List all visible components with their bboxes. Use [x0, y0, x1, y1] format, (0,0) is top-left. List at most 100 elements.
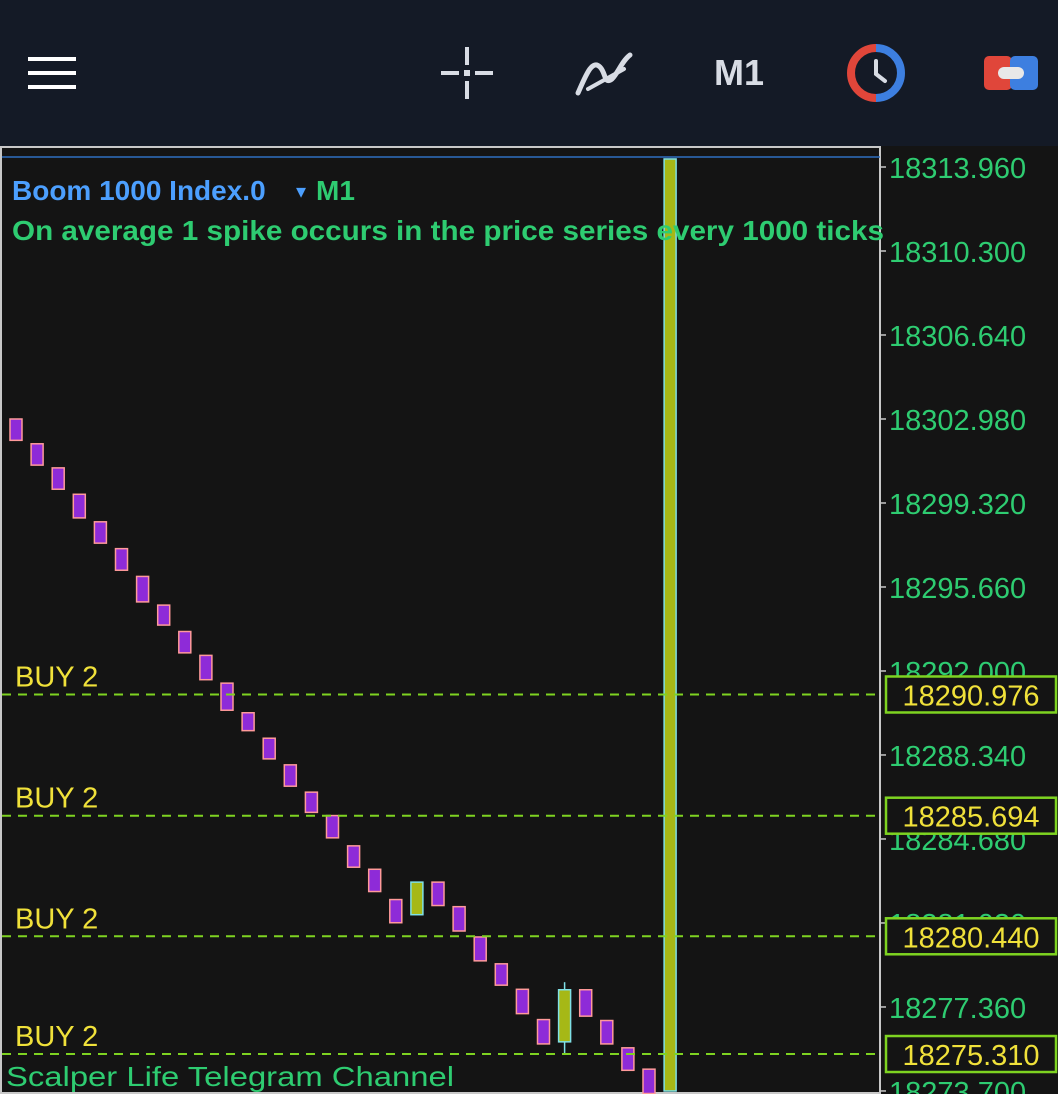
candlestick-chart[interactable]: BUY 2 BUY 2 BUY 2 BUY 2 18313.960 18310.300 1…	[0, 146, 1058, 1094]
timeframe-button[interactable]: M1	[705, 40, 773, 106]
order-price-label: 18280.440	[902, 922, 1039, 954]
candle-body	[557, 989, 572, 1043]
candle	[114, 547, 129, 571]
trade-icon[interactable]	[980, 40, 1042, 106]
candle	[578, 989, 593, 1017]
candle	[220, 682, 234, 711]
menu-icon[interactable]	[22, 40, 82, 106]
order-price-label: 18285.694	[902, 802, 1039, 834]
candle-body	[72, 493, 87, 519]
order-line[interactable]: BUY 2	[2, 1021, 880, 1056]
crosshair-icon[interactable]	[436, 40, 498, 106]
clock-icon[interactable]	[845, 40, 907, 106]
candle-body	[178, 630, 192, 654]
order-price-box	[884, 675, 1058, 714]
candle-body	[304, 791, 319, 814]
candle-body	[51, 467, 65, 490]
y-tick-label: 18273.700	[889, 1077, 1026, 1094]
order-line[interactable]: BUY 2	[2, 903, 880, 938]
candle	[304, 791, 319, 814]
candle-body	[452, 905, 466, 932]
y-tick-label: 18302.980	[889, 405, 1026, 437]
chart-area[interactable]: BUY 2 BUY 2 BUY 2 BUY 2 18313.960 18310.300 1…	[0, 146, 1058, 1094]
symbol-description: On average 1 spike occurs in the price s…	[12, 215, 884, 246]
order-price-box	[884, 796, 1058, 835]
candle	[93, 521, 108, 544]
y-tick: 18306.640	[880, 321, 1026, 353]
symbol-dropdown-icon[interactable]: ▾	[296, 181, 306, 203]
y-tick-label: 18313.960	[889, 153, 1026, 185]
candle	[515, 988, 530, 1015]
indicators-icon[interactable]	[570, 40, 636, 106]
candle-body	[621, 1047, 635, 1072]
candle	[72, 493, 87, 519]
y-tick-label: 18288.340	[889, 741, 1026, 773]
candle	[557, 982, 572, 1054]
order-line-label: BUY 2	[15, 903, 98, 935]
order-price-tag: 18280.440	[884, 917, 1058, 956]
candle-body	[220, 682, 234, 711]
order-line[interactable]: BUY 2	[2, 661, 880, 696]
candle	[156, 604, 171, 626]
y-tick: 18302.980	[880, 405, 1026, 437]
candle	[367, 868, 382, 893]
candle	[494, 963, 509, 986]
candle-body	[93, 521, 108, 544]
y-tick-label: 18310.300	[889, 237, 1026, 269]
candle	[178, 630, 192, 654]
candle	[642, 1068, 656, 1094]
order-price-tag: 18275.310	[884, 1034, 1058, 1074]
y-tick: 18310.300	[880, 237, 1026, 269]
candle	[621, 1047, 635, 1072]
candle	[600, 1019, 614, 1045]
order-price-box	[884, 1034, 1058, 1074]
y-tick-label: 18277.360	[889, 993, 1026, 1025]
order-line-label: BUY 2	[15, 661, 98, 693]
candle-body	[642, 1068, 656, 1094]
symbol-label[interactable]: Boom 1000 Index.0	[12, 175, 266, 206]
candle	[135, 575, 150, 603]
candle	[473, 936, 487, 962]
candle-body	[410, 881, 424, 916]
order-line-label: BUY 2	[15, 1021, 98, 1053]
candle	[325, 814, 340, 839]
candle-body	[431, 881, 445, 907]
candle-body	[389, 898, 403, 924]
order-line[interactable]: BUY 2	[2, 783, 880, 817]
order-price-box	[884, 917, 1058, 956]
toolbar: M1	[0, 0, 1058, 146]
y-tick-label: 18295.660	[889, 573, 1026, 605]
y-tick: 18313.960	[880, 153, 1026, 185]
candle	[452, 905, 466, 932]
candle	[199, 654, 213, 681]
timeframe-label: M1	[713, 52, 764, 93]
candle-body	[283, 764, 298, 787]
candle-body	[156, 604, 171, 626]
candle-body	[536, 1018, 551, 1045]
candle	[30, 443, 44, 466]
y-tick: 18295.660	[880, 573, 1026, 605]
candle-body	[199, 654, 213, 681]
watermark-label: Scalper Life Telegram Channel	[6, 1061, 454, 1092]
candle-body	[114, 547, 129, 571]
candle	[283, 764, 298, 787]
y-tick-label: 18299.320	[889, 489, 1026, 521]
candle-body	[600, 1019, 614, 1045]
candle-body	[262, 737, 276, 760]
candle	[410, 881, 424, 916]
candle-body	[241, 712, 255, 732]
candle-body	[325, 814, 340, 839]
candle	[431, 881, 445, 907]
order-line-label: BUY 2	[15, 783, 98, 815]
plot-border	[0, 146, 881, 1094]
candle-body	[663, 158, 677, 1092]
candle	[389, 898, 403, 924]
y-tick: 18273.700	[880, 1077, 1026, 1094]
candle	[346, 845, 361, 868]
order-price-label: 18290.976	[902, 680, 1039, 712]
order-price-label: 18275.310	[902, 1040, 1039, 1072]
candle-body	[346, 845, 361, 868]
candle	[536, 1018, 551, 1045]
order-price-tag: 18285.694	[884, 796, 1058, 835]
chart-timeframe-label: M1	[316, 175, 355, 206]
